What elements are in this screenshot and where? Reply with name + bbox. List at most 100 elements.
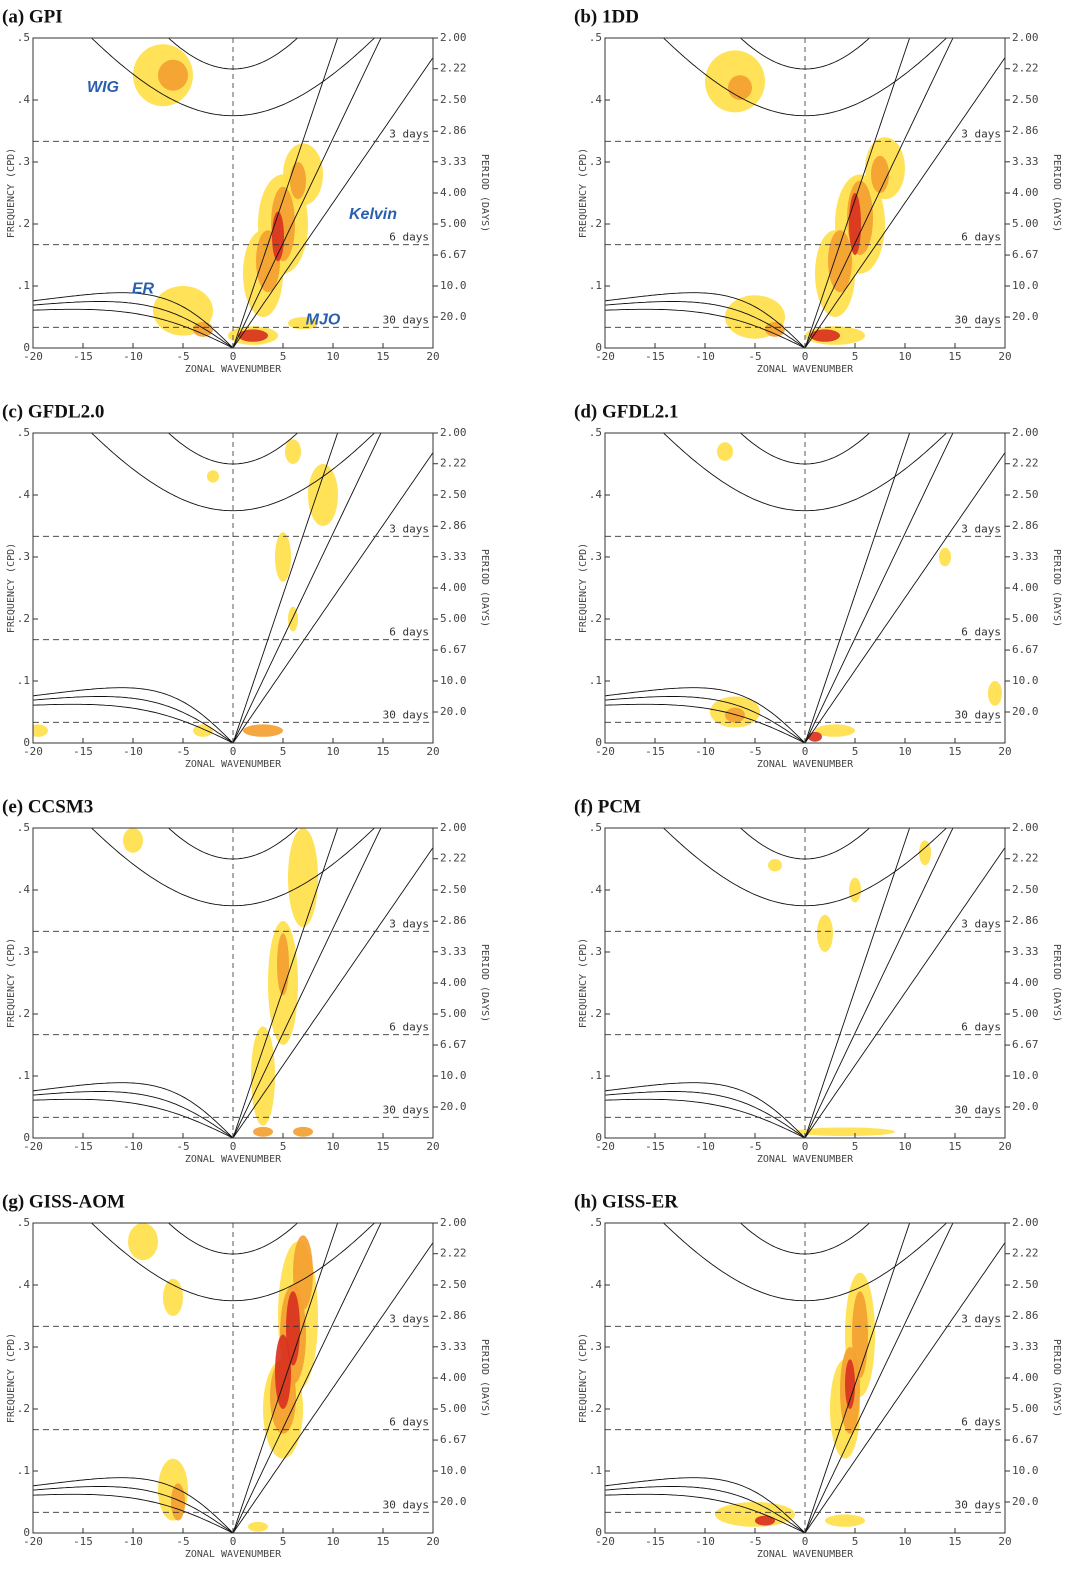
period-label: 30 days: [955, 1103, 1001, 1116]
y2-tick-label: 3.33: [440, 1340, 467, 1353]
y2-axis-label: PERIOD (DAYS): [479, 154, 490, 232]
dispersion-curve: [605, 1486, 806, 1533]
y2-tick-label: 2.86: [1012, 124, 1039, 137]
y2-tick-label: 20.0: [440, 705, 467, 718]
power-region: [768, 859, 782, 872]
power-region: [123, 828, 143, 853]
y-tick-label: .4: [17, 1278, 31, 1291]
dispersion-curve: [232, 452, 433, 743]
y-tick-label: .5: [589, 426, 602, 439]
y2-tick-label: 2.00: [440, 821, 467, 834]
x-tick-label: -15: [645, 1140, 665, 1153]
y2-tick-label: 2.22: [1012, 457, 1039, 470]
y-axis-label: FREQUENCY (CPD): [6, 1333, 17, 1423]
wave-annotation: WIG: [87, 79, 119, 96]
x-tick-label: -5: [176, 1535, 189, 1548]
dispersion-curve: [662, 828, 948, 907]
panel-title: (f) PCM: [574, 796, 641, 817]
x-tick-label: -5: [176, 350, 189, 363]
y2-tick-label: 2.50: [440, 1278, 467, 1291]
power-region: [988, 681, 1002, 706]
y-tick-label: 0: [23, 341, 30, 354]
x-tick-label: 0: [230, 1535, 237, 1548]
period-label: 6 days: [389, 1021, 429, 1034]
y-tick-label: 0: [595, 341, 602, 354]
period-label: 30 days: [383, 1498, 429, 1511]
y-axis-label: FREQUENCY (CPD): [578, 543, 589, 633]
y2-tick-label: 2.22: [1012, 62, 1039, 75]
power-region: [817, 914, 833, 953]
power-region: [243, 724, 283, 737]
y2-axis-label: PERIOD (DAYS): [1051, 154, 1062, 232]
dispersion-curve: [232, 1223, 382, 1533]
y-tick-label: .3: [589, 945, 602, 958]
dispersion-curve: [33, 1477, 234, 1533]
y2-tick-label: 10.0: [440, 1464, 467, 1477]
x-tick-label: -20: [595, 745, 615, 758]
x-tick-label: 5: [280, 350, 287, 363]
x-tick-label: 0: [230, 350, 237, 363]
x-tick-label: -20: [595, 1140, 615, 1153]
power-region: [849, 193, 861, 255]
dispersion-curve: [232, 828, 382, 1138]
x-tick-label: 15: [948, 350, 961, 363]
x-tick-label: -20: [23, 350, 43, 363]
dispersion-curve: [90, 433, 376, 512]
y2-tick-label: 6.67: [440, 1433, 467, 1446]
y-tick-label: 0: [595, 1526, 602, 1539]
dispersion-curve: [605, 687, 806, 743]
y-tick-label: .5: [17, 1216, 30, 1229]
y2-tick-label: 2.22: [440, 1247, 467, 1260]
x-tick-label: 10: [326, 1535, 339, 1548]
y-tick-label: 0: [595, 1131, 602, 1144]
y2-tick-label: 4.00: [440, 976, 467, 989]
power-region: [919, 840, 931, 866]
y-tick-label: .2: [589, 612, 602, 625]
y2-tick-label: 2.86: [440, 914, 467, 927]
dispersion-curve: [232, 57, 433, 348]
y2-axis-label: PERIOD (DAYS): [479, 1339, 490, 1417]
y2-tick-label: 2.86: [1012, 519, 1039, 532]
y2-tick-label: 2.00: [1012, 426, 1039, 439]
y-tick-label: .1: [17, 1069, 30, 1082]
x-tick-label: -20: [595, 1535, 615, 1548]
y2-axis-label: PERIOD (DAYS): [479, 944, 490, 1022]
plot-area: [33, 38, 433, 348]
power-region: [852, 1291, 868, 1378]
y2-tick-label: 2.22: [1012, 852, 1039, 865]
power-region: [725, 707, 745, 723]
y2-tick-label: 20.0: [1012, 1495, 1039, 1508]
y2-tick-label: 2.86: [1012, 1309, 1039, 1322]
period-label: 30 days: [955, 313, 1001, 326]
y-tick-label: .4: [589, 883, 603, 896]
y-tick-label: .4: [17, 883, 31, 896]
y2-tick-label: 2.22: [440, 852, 467, 865]
y2-tick-label: 10.0: [1012, 1464, 1039, 1477]
x-axis-label: ZONAL WAVENUMBER: [185, 364, 282, 375]
y2-tick-label: 20.0: [440, 1495, 467, 1508]
y-tick-label: 0: [23, 1131, 30, 1144]
dispersion-curve: [90, 828, 376, 907]
x-tick-label: -5: [176, 745, 189, 758]
y-tick-label: .2: [17, 612, 30, 625]
power-region: [277, 933, 289, 996]
dispersion-curve: [605, 1091, 806, 1138]
y2-tick-label: 20.0: [440, 1100, 467, 1113]
y2-tick-label: 3.33: [440, 155, 467, 168]
panel-title: (e) CCSM3: [2, 796, 93, 817]
plot-area: [33, 433, 433, 743]
dispersion-curve: [232, 847, 433, 1138]
panel-title: (h) GISS-ER: [574, 1191, 678, 1212]
dispersion-curve: [804, 1223, 911, 1533]
y2-tick-label: 10.0: [1012, 674, 1039, 687]
power-region: [871, 155, 889, 193]
x-tick-label: -20: [23, 1535, 43, 1548]
dispersion-curve: [804, 452, 1005, 743]
period-label: 3 days: [961, 1312, 1001, 1325]
y-tick-label: .4: [17, 488, 31, 501]
y2-tick-label: 3.33: [440, 945, 467, 958]
x-axis-label: ZONAL WAVENUMBER: [757, 1549, 854, 1560]
x-tick-label: -10: [123, 1535, 143, 1548]
dispersion-curve: [90, 38, 376, 117]
